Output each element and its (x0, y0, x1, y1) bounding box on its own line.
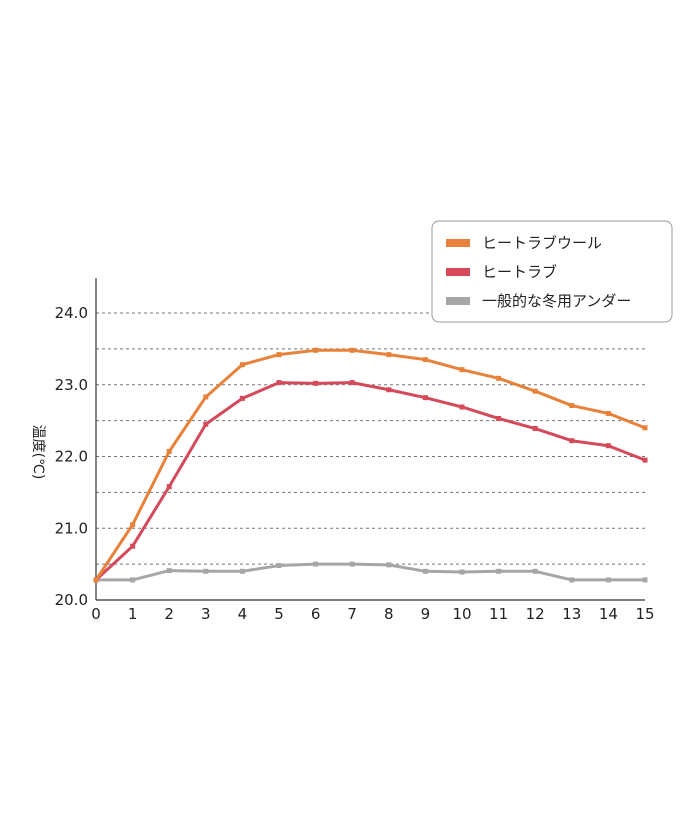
data-point (532, 426, 538, 432)
data-point (569, 403, 575, 409)
data-point (569, 577, 575, 583)
x-tick-label: 15 (635, 605, 654, 623)
data-point (239, 395, 245, 401)
series-line (96, 562, 645, 582)
data-point (276, 352, 282, 358)
x-tick-label: 8 (384, 605, 394, 623)
y-tick-label: 21.0 (55, 519, 88, 537)
data-point (642, 457, 648, 463)
x-tick-label: 7 (347, 605, 357, 623)
series-lines (93, 347, 648, 583)
data-point (166, 568, 172, 574)
data-point (386, 352, 392, 358)
data-point (203, 421, 209, 427)
data-point (459, 404, 465, 410)
data-point (496, 415, 502, 421)
data-point (422, 395, 428, 401)
data-point (349, 347, 355, 353)
x-tick-label: 3 (201, 605, 211, 623)
data-point (313, 347, 319, 353)
data-point (459, 569, 465, 575)
legend-label: 一般的な冬用アンダー (482, 292, 631, 310)
legend-label: ヒートラブ (482, 263, 557, 281)
data-point (349, 380, 355, 386)
y-tick-label: 22.0 (55, 448, 88, 466)
x-tick-label: 4 (238, 605, 248, 623)
data-point (349, 561, 355, 567)
series-line (94, 348, 646, 581)
data-point (166, 484, 172, 490)
data-point (239, 362, 245, 368)
legend-box (431, 220, 673, 323)
data-point (386, 387, 392, 393)
x-tick-label: 12 (526, 605, 545, 623)
series-1 (93, 380, 648, 583)
data-point (459, 367, 465, 373)
data-point (313, 380, 319, 386)
series-2 (93, 561, 648, 583)
data-point (166, 448, 172, 454)
x-tick-label: 1 (128, 605, 138, 623)
data-point (130, 543, 136, 549)
data-point (496, 375, 502, 381)
data-point (386, 562, 392, 568)
y-axis-label: 温度(℃) (30, 425, 46, 480)
y-tick-label: 23.0 (55, 376, 88, 394)
data-point (422, 357, 428, 363)
data-point (93, 577, 99, 583)
x-tick-label: 11 (489, 605, 508, 623)
x-tick-label: 0 (91, 605, 101, 623)
y-tick-label: 20.0 (55, 591, 88, 609)
data-point (313, 561, 319, 567)
y-tick-label: 24.0 (55, 304, 88, 322)
data-point (642, 577, 648, 583)
data-point (130, 522, 136, 528)
data-point (605, 410, 611, 416)
legend-swatch (446, 239, 470, 247)
data-point (605, 577, 611, 583)
x-tick-label: 5 (274, 605, 284, 623)
data-point (422, 568, 428, 574)
data-point (239, 568, 245, 574)
data-point (276, 380, 282, 386)
legend-swatch (446, 297, 470, 305)
x-tick-label: 6 (311, 605, 321, 623)
legend-label: ヒートラブウール (482, 234, 602, 252)
data-point (605, 443, 611, 449)
data-point (642, 425, 648, 431)
data-point (532, 388, 538, 394)
x-tick-label: 14 (599, 605, 618, 623)
y-tick-labels: 20.0 21.0 22.0 23.0 24.0 (55, 304, 88, 609)
x-tick-label: 10 (452, 605, 471, 623)
x-tick-labels: 0 1 2 3 4 5 6 7 8 9 10 11 12 13 14 15 (91, 605, 654, 623)
legend-swatch (446, 268, 470, 276)
x-tick-label: 13 (562, 605, 581, 623)
data-point (203, 568, 209, 574)
data-point (203, 394, 209, 400)
data-point (532, 568, 538, 574)
data-point (496, 568, 502, 574)
x-tick-label: 9 (421, 605, 431, 623)
series-0 (93, 347, 648, 583)
series-line (94, 381, 646, 582)
data-point (130, 577, 136, 583)
axes (95, 278, 645, 601)
data-point (276, 563, 282, 569)
data-point (569, 438, 575, 444)
x-tick-label: 2 (164, 605, 174, 623)
